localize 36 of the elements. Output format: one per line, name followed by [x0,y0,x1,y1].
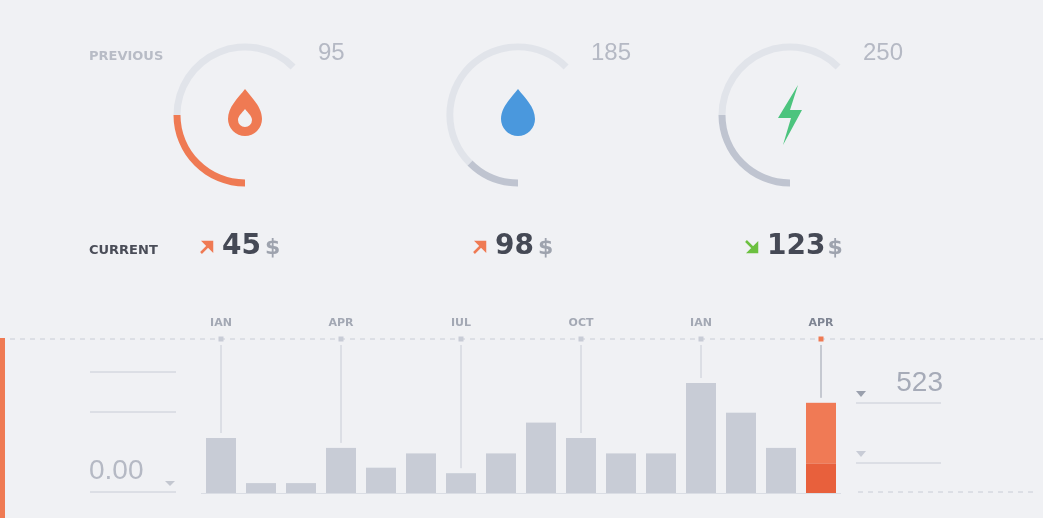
text: PREVIOUS [89,48,164,63]
text: $ [827,234,843,259]
bar [446,473,476,493]
text: 250 [863,38,904,65]
text: 95 [318,38,345,65]
x-tick-label: OCT [568,316,594,329]
x-tick-label: IAN [210,316,232,329]
bar [726,412,756,493]
bar [566,438,596,493]
bar [286,483,316,493]
bar [366,467,396,493]
bar [246,483,276,493]
x-tick-label: IUL [450,316,472,329]
bar [406,453,436,493]
text: 98 [495,228,534,261]
bar [806,463,836,493]
bar [686,383,716,493]
text: 45 [222,228,261,261]
bar [206,438,236,493]
x-tick-label: APR [328,316,355,329]
bar [606,453,636,493]
text: 123 [767,228,826,261]
bar [766,447,796,493]
x-tick-label: APR [808,316,835,329]
bar [526,422,556,493]
text: $ [265,234,281,259]
text: 0.00 [89,454,144,485]
text: 185 [591,38,632,65]
bar [806,402,836,464]
bar [326,447,356,493]
text: CURRENT [89,242,158,257]
x-tick-label: IAN [690,316,712,329]
text: $ [538,234,554,259]
bar [646,453,676,493]
text: 523 [896,366,943,397]
bar [486,453,516,493]
